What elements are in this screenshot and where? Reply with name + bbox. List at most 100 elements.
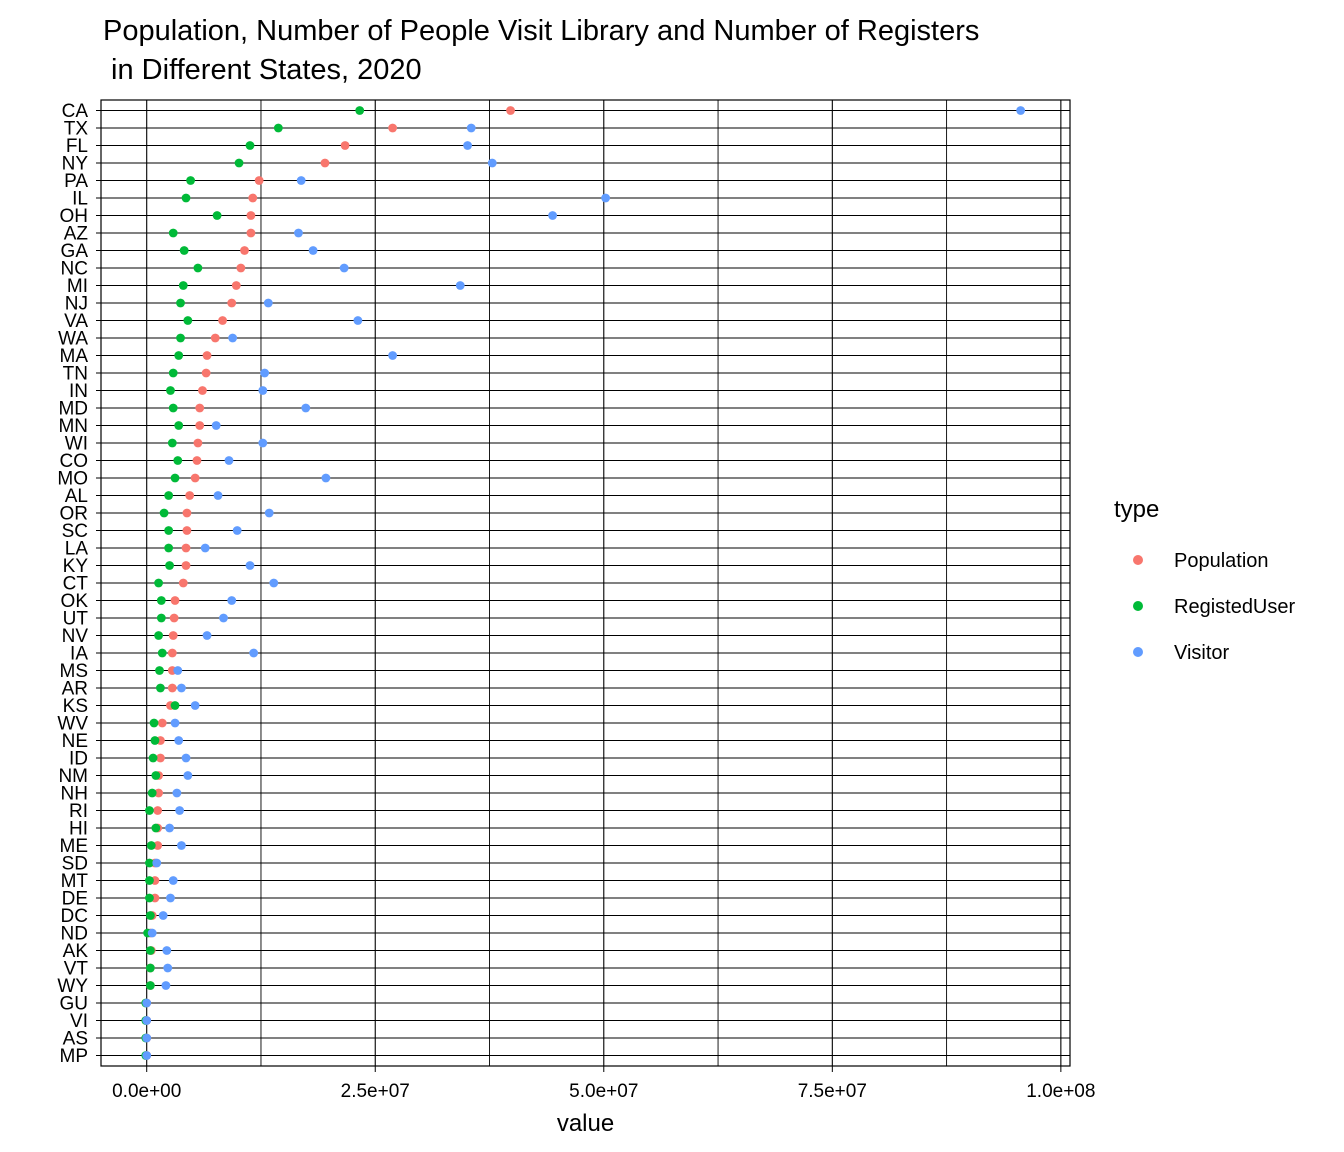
grid-lines	[101, 100, 1070, 1066]
point-visitor-tx	[466, 123, 476, 133]
point-visitor-pa	[296, 176, 306, 185]
point-registeduser-ky	[165, 561, 174, 570]
x-tick-label: 0.0e+00	[112, 1081, 181, 1102]
point-visitor-sd	[152, 858, 162, 868]
y-tick-label: MA	[60, 346, 89, 367]
point-registeduser-ca	[355, 106, 365, 115]
point-registeduser-mn	[174, 421, 184, 430]
y-tick-label: LA	[65, 539, 89, 560]
point-population-or	[182, 508, 192, 518]
point-registeduser-vt	[145, 963, 155, 973]
legend: type Population RegistedUser Visitor	[1114, 496, 1296, 664]
point-population-nj	[227, 298, 237, 308]
point-population-tn	[201, 368, 211, 378]
x-axis-title: value	[557, 1110, 614, 1137]
point-visitor-wa	[228, 333, 238, 343]
point-registeduser-md	[168, 403, 178, 413]
y-tick-label: VT	[64, 959, 89, 980]
legend-item-registeduser: RegistedUser	[1133, 596, 1296, 618]
point-visitor-ct	[269, 578, 279, 588]
point-population-ct	[178, 578, 188, 588]
point-visitor-id	[181, 753, 191, 763]
y-tick-label: GU	[60, 994, 89, 1015]
legend-key-registeduser	[1133, 601, 1143, 611]
legend-label-registeduser: RegistedUser	[1174, 596, 1296, 618]
point-population-wi	[193, 438, 203, 448]
point-registeduser-mt	[145, 876, 154, 885]
point-population-ia	[167, 648, 177, 658]
y-tick-label: WA	[58, 329, 88, 350]
y-tick-label: DE	[62, 889, 88, 910]
point-population-nv	[168, 631, 178, 640]
point-registeduser-az	[168, 228, 178, 238]
series-visitor	[142, 106, 1026, 1060]
point-visitor-al	[213, 491, 223, 500]
point-registeduser-ms	[155, 666, 164, 675]
point-visitor-la	[200, 543, 210, 553]
legend-key-population	[1133, 555, 1143, 565]
point-visitor-vi	[142, 1016, 152, 1025]
point-registeduser-wv	[149, 718, 159, 728]
y-tick-label: GA	[61, 241, 89, 262]
x-axis: 0.0e+00 2.5e+07 5.0e+07 7.5e+07 1.0e+08	[112, 1066, 1095, 1102]
y-tick-label: AL	[65, 486, 88, 507]
point-population-ut	[169, 613, 179, 623]
point-visitor-ut	[219, 613, 228, 623]
legend-item-population: Population	[1133, 550, 1269, 572]
point-visitor-ar	[177, 683, 186, 693]
point-visitor-ri	[175, 806, 185, 815]
point-population-me	[153, 841, 163, 850]
point-visitor-or	[264, 508, 274, 518]
point-registeduser-va	[183, 316, 193, 325]
y-tick-label: PA	[64, 171, 88, 192]
point-registeduser-hi	[151, 823, 161, 833]
chart-title: Population, Number of People Visit Libra…	[103, 15, 979, 86]
y-tick-label: TN	[63, 364, 88, 385]
y-tick-label: FL	[66, 136, 88, 157]
legend-label-visitor: Visitor	[1174, 642, 1230, 664]
x-tick-label: 2.5e+07	[341, 1081, 410, 1102]
y-tick-label: MT	[61, 871, 89, 892]
point-visitor-ma	[388, 351, 398, 360]
point-population-ky	[181, 561, 191, 570]
x-tick-label: 1.0e+08	[1026, 1081, 1095, 1102]
point-visitor-ak	[162, 946, 172, 955]
point-population-mi	[231, 281, 241, 290]
point-population-md	[195, 403, 205, 413]
point-registeduser-ak	[145, 946, 155, 955]
y-tick-label: VI	[70, 1011, 88, 1032]
point-registeduser-ok	[156, 596, 166, 605]
point-registeduser-nh	[147, 788, 157, 798]
point-visitor-mn	[211, 421, 221, 430]
point-visitor-ky	[245, 561, 255, 570]
point-registeduser-ne	[150, 736, 160, 745]
y-tick-label: TX	[64, 119, 89, 140]
y-tick-label: KS	[63, 696, 88, 717]
y-tick-label: NE	[62, 731, 88, 752]
y-tick-label: MN	[58, 416, 88, 437]
point-visitor-mo	[321, 473, 331, 483]
y-tick-label: IL	[72, 189, 88, 210]
y-tick-label: CA	[62, 101, 89, 122]
point-registeduser-co	[173, 456, 183, 465]
y-tick-label: CT	[63, 574, 89, 595]
point-population-pa	[254, 176, 264, 185]
legend-item-visitor: Visitor	[1133, 642, 1230, 664]
point-visitor-co	[224, 456, 234, 465]
point-visitor-dc	[158, 911, 168, 920]
point-population-id	[156, 753, 165, 763]
point-population-ga	[240, 246, 249, 255]
point-population-tx	[388, 123, 398, 133]
point-registeduser-in	[166, 386, 175, 395]
point-visitor-nm	[183, 771, 193, 780]
point-population-fl	[340, 141, 350, 150]
panel-border	[100, 99, 1071, 1067]
point-registeduser-tx	[273, 123, 283, 133]
point-visitor-ms	[173, 666, 183, 675]
point-visitor-gu	[142, 998, 152, 1008]
y-tick-label: KY	[63, 556, 89, 577]
y-tick-label: WI	[65, 434, 88, 455]
point-visitor-nc	[339, 263, 349, 273]
point-registeduser-de	[145, 893, 154, 903]
point-population-oh	[246, 211, 256, 220]
